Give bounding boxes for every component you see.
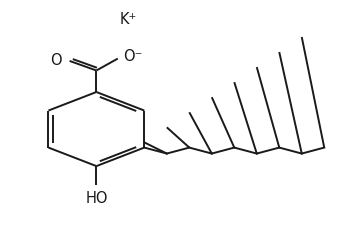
- Text: HO: HO: [85, 191, 108, 206]
- Text: K⁺: K⁺: [120, 12, 137, 27]
- Text: O⁻: O⁻: [123, 49, 142, 64]
- Text: O: O: [50, 53, 62, 68]
